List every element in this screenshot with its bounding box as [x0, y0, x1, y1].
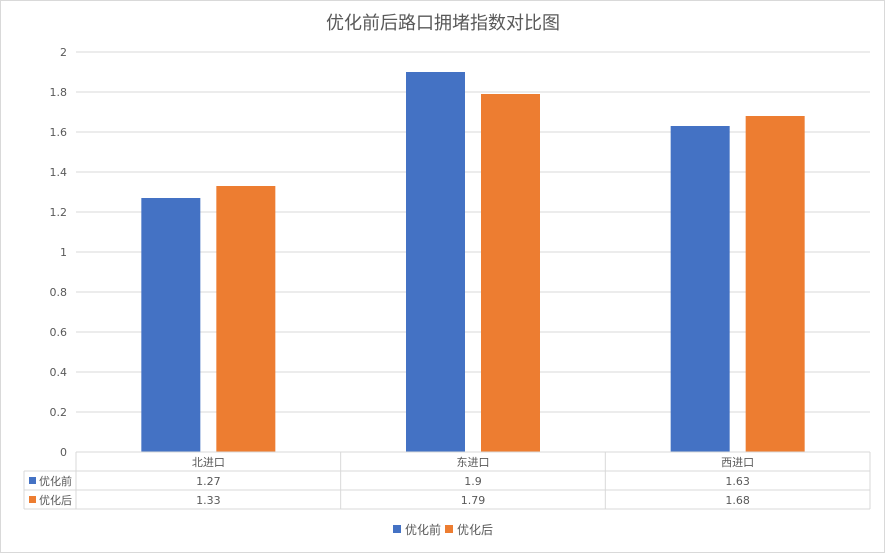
y-tick-label: 2	[60, 46, 67, 59]
table-legend-key	[29, 496, 36, 503]
bar	[745, 116, 805, 452]
table-series-name: 优化后	[39, 493, 72, 507]
legend-key	[445, 525, 453, 533]
bars	[141, 72, 805, 452]
chart-title: 优化前后路口拥堵指数对比图	[326, 13, 560, 34]
y-tick-label: 0.6	[50, 326, 68, 339]
table-value: 1.33	[196, 494, 221, 507]
y-tick-label: 1	[60, 246, 67, 259]
x-tick-label: 西进口	[721, 456, 754, 469]
legend-key	[393, 525, 401, 533]
y-tick-label: 1.4	[50, 166, 68, 179]
table-value: 1.79	[461, 494, 486, 507]
x-tick-label: 北进口	[192, 456, 225, 469]
x-tick-label: 东进口	[457, 456, 490, 469]
table-value: 1.27	[196, 475, 221, 488]
table-legend-key	[29, 477, 36, 484]
y-tick-label: 1.2	[50, 206, 68, 219]
legend-label: 优化前	[405, 522, 441, 537]
bar	[406, 72, 465, 452]
y-tick-label: 0.8	[50, 286, 68, 299]
y-tick-label: 0	[60, 446, 67, 459]
bar	[141, 198, 201, 452]
table-value: 1.68	[725, 494, 750, 507]
bar	[670, 126, 730, 452]
bar	[481, 94, 540, 452]
gridlines	[76, 51, 870, 453]
legend: 优化前 优化后	[393, 522, 493, 537]
table-value: 1.63	[725, 475, 750, 488]
y-tick-label: 1.8	[50, 86, 68, 99]
legend-label: 优化后	[457, 523, 493, 537]
table-series-name: 优化前	[39, 474, 72, 488]
y-axis: 0 0.2 0.4 0.6 0.8 1 1.2 1.4 1.6 1.8 2	[50, 46, 68, 459]
y-tick-label: 0.4	[50, 366, 68, 379]
table-value: 1.9	[464, 475, 482, 488]
y-tick-label: 1.6	[50, 126, 68, 139]
bar	[216, 186, 276, 452]
y-tick-label: 0.2	[50, 406, 68, 419]
